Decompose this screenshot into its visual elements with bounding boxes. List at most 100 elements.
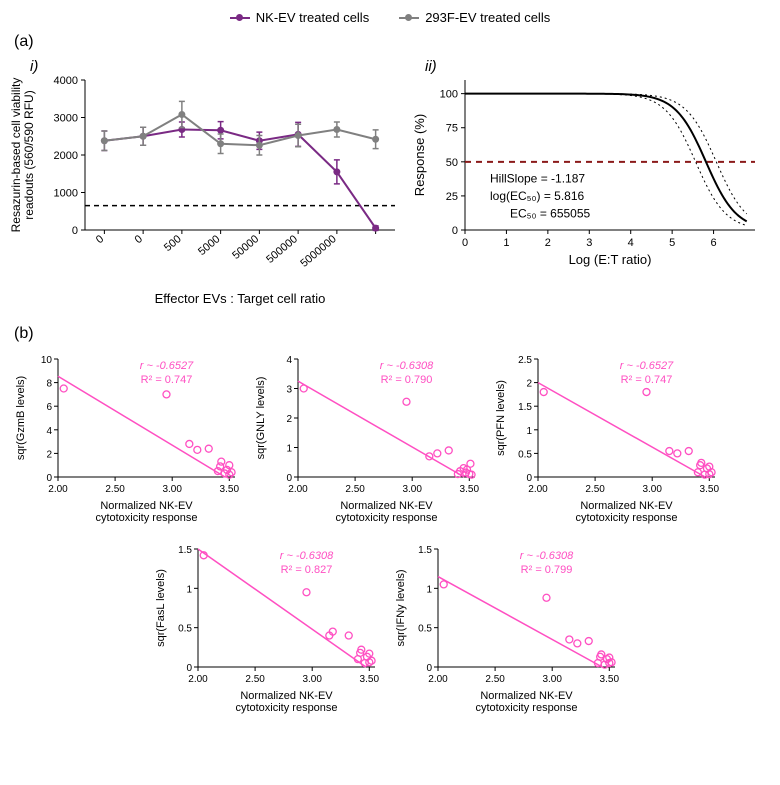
- svg-text:1: 1: [286, 444, 292, 455]
- svg-text:Resazurin-based cell viability: Resazurin-based cell viabilityreadouts (…: [10, 78, 36, 233]
- svg-text:4: 4: [628, 237, 634, 249]
- svg-text:3000: 3000: [54, 113, 78, 125]
- panel-b-label: (b): [14, 325, 770, 343]
- svg-text:HillSlope = -1.187: HillSlope = -1.187: [490, 171, 585, 185]
- svg-text:r ~ -0.6308: r ~ -0.6308: [280, 550, 334, 562]
- svg-text:r ~ -0.6308: r ~ -0.6308: [380, 360, 434, 372]
- svg-text:3.00: 3.00: [302, 674, 322, 685]
- legend-swatch: [399, 17, 419, 19]
- legend-label: NK-EV treated cells: [256, 10, 369, 25]
- svg-text:Normalized NK-EVcytotoxicity r: Normalized NK-EVcytotoxicity response: [475, 690, 577, 714]
- svg-text:0: 0: [133, 233, 145, 246]
- svg-text:2.50: 2.50: [345, 484, 365, 495]
- svg-text:sqr(PFN levels): sqr(PFN levels): [495, 380, 507, 456]
- svg-text:10: 10: [41, 355, 53, 366]
- svg-text:2: 2: [545, 237, 551, 249]
- svg-text:2.00: 2.00: [188, 674, 208, 685]
- svg-text:1: 1: [526, 426, 532, 437]
- svg-text:2.00: 2.00: [528, 484, 548, 495]
- svg-text:3.00: 3.00: [402, 484, 422, 495]
- svg-text:3.00: 3.00: [642, 484, 662, 495]
- svg-text:6: 6: [46, 402, 52, 413]
- svg-text:0: 0: [526, 473, 532, 484]
- svg-text:0: 0: [72, 225, 78, 237]
- svg-text:2: 2: [46, 449, 52, 460]
- svg-text:0: 0: [46, 473, 52, 484]
- svg-text:ii): ii): [425, 58, 437, 75]
- svg-text:3.00: 3.00: [162, 484, 182, 495]
- svg-text:2.50: 2.50: [485, 674, 505, 685]
- svg-text:Response (%): Response (%): [412, 114, 427, 196]
- svg-text:2000: 2000: [54, 150, 78, 162]
- svg-text:75: 75: [446, 123, 458, 135]
- svg-text:5000: 5000: [196, 233, 222, 258]
- svg-text:0: 0: [426, 663, 432, 674]
- svg-text:0: 0: [462, 237, 468, 249]
- svg-text:Normalized NK-EVcytotoxicity r: Normalized NK-EVcytotoxicity response: [575, 500, 677, 524]
- svg-text:0.5: 0.5: [518, 449, 532, 460]
- svg-text:50000: 50000: [230, 233, 261, 262]
- chart-b-2: 00.511.522.52.002.503.003.50r ~ -0.6527R…: [490, 347, 730, 537]
- svg-text:sqr(GzmB levels): sqr(GzmB levels): [15, 376, 27, 460]
- chart-b-0: 02468102.002.503.003.50r ~ -0.6527R² = 0…: [10, 347, 250, 537]
- svg-text:0: 0: [286, 473, 292, 484]
- svg-text:2.00: 2.00: [288, 484, 308, 495]
- svg-text:2.5: 2.5: [518, 355, 532, 366]
- svg-text:Normalized NK-EVcytotoxicity r: Normalized NK-EVcytotoxicity response: [95, 500, 197, 524]
- panel-a-row: i)01000200030004000050050005000050000050…: [10, 55, 770, 315]
- chart-a-ii: ii)02550751000123456HillSlope = -1.187lo…: [410, 55, 770, 315]
- panel-b-grid: 02468102.002.503.003.50r ~ -0.6527R² = 0…: [10, 347, 770, 727]
- svg-text:8: 8: [46, 379, 52, 390]
- svg-text:2.50: 2.50: [245, 674, 265, 685]
- svg-text:r ~ -0.6308: r ~ -0.6308: [520, 550, 574, 562]
- svg-text:0: 0: [452, 225, 458, 237]
- svg-text:sqr(IFNy levels): sqr(IFNy levels): [395, 569, 407, 646]
- svg-text:1: 1: [503, 237, 509, 249]
- svg-text:Normalized NK-EVcytotoxicity r: Normalized NK-EVcytotoxicity response: [235, 690, 337, 714]
- svg-text:1.5: 1.5: [418, 545, 432, 556]
- svg-text:0: 0: [94, 233, 106, 246]
- svg-text:2: 2: [286, 414, 292, 425]
- svg-text:2: 2: [526, 379, 532, 390]
- chart-b-4: 00.511.52.002.503.003.50r ~ -0.6308R² = …: [390, 537, 630, 727]
- svg-text:1000: 1000: [54, 188, 78, 200]
- svg-text:0: 0: [186, 663, 192, 674]
- svg-text:6: 6: [711, 237, 717, 249]
- svg-text:3.00: 3.00: [542, 674, 562, 685]
- chart-b-1: 012342.002.503.003.50r ~ -0.6308R² = 0.7…: [250, 347, 490, 537]
- svg-text:3: 3: [586, 237, 592, 249]
- svg-text:3.50: 3.50: [600, 674, 620, 685]
- svg-text:Log (E:T ratio): Log (E:T ratio): [569, 252, 652, 267]
- svg-text:2.00: 2.00: [48, 484, 68, 495]
- figure-root: NK-EV treated cells 293F-EV treated cell…: [10, 10, 770, 727]
- svg-text:100: 100: [440, 89, 458, 101]
- chart-b-3: 00.511.52.002.503.003.50r ~ -0.6308R² = …: [150, 537, 390, 727]
- svg-text:Normalized NK-EVcytotoxicity r: Normalized NK-EVcytotoxicity response: [335, 500, 437, 524]
- svg-text:r ~ -0.6527: r ~ -0.6527: [620, 360, 674, 372]
- svg-text:R² = 0.747: R² = 0.747: [621, 374, 673, 386]
- svg-text:4000: 4000: [54, 75, 78, 87]
- svg-text:5: 5: [669, 237, 675, 249]
- svg-text:5000000: 5000000: [298, 233, 339, 270]
- svg-text:1.5: 1.5: [178, 545, 192, 556]
- svg-text:3.50: 3.50: [700, 484, 720, 495]
- chart-a-i: i)01000200030004000050050005000050000050…: [10, 55, 410, 315]
- svg-text:500: 500: [162, 233, 184, 254]
- svg-text:log(EC₅₀) = 5.816: log(EC₅₀) = 5.816: [490, 189, 585, 203]
- panel-a-label: (a): [14, 33, 770, 51]
- svg-text:R² = 0.799: R² = 0.799: [521, 564, 573, 576]
- svg-text:r ~ -0.6527: r ~ -0.6527: [140, 360, 194, 372]
- svg-text:0.5: 0.5: [418, 624, 432, 635]
- legend-item-293f: 293F-EV treated cells: [399, 10, 550, 25]
- svg-text:1: 1: [426, 584, 432, 595]
- svg-text:R² = 0.790: R² = 0.790: [381, 374, 433, 386]
- svg-text:0.5: 0.5: [178, 624, 192, 635]
- svg-text:EC₅₀ = 655055: EC₅₀ = 655055: [510, 207, 591, 221]
- svg-text:3.50: 3.50: [460, 484, 480, 495]
- svg-text:R² = 0.827: R² = 0.827: [281, 564, 333, 576]
- legend-swatch: [230, 17, 250, 19]
- svg-text:2.50: 2.50: [585, 484, 605, 495]
- svg-text:2.50: 2.50: [105, 484, 125, 495]
- svg-text:R² = 0.747: R² = 0.747: [141, 374, 193, 386]
- svg-text:500000: 500000: [264, 233, 300, 266]
